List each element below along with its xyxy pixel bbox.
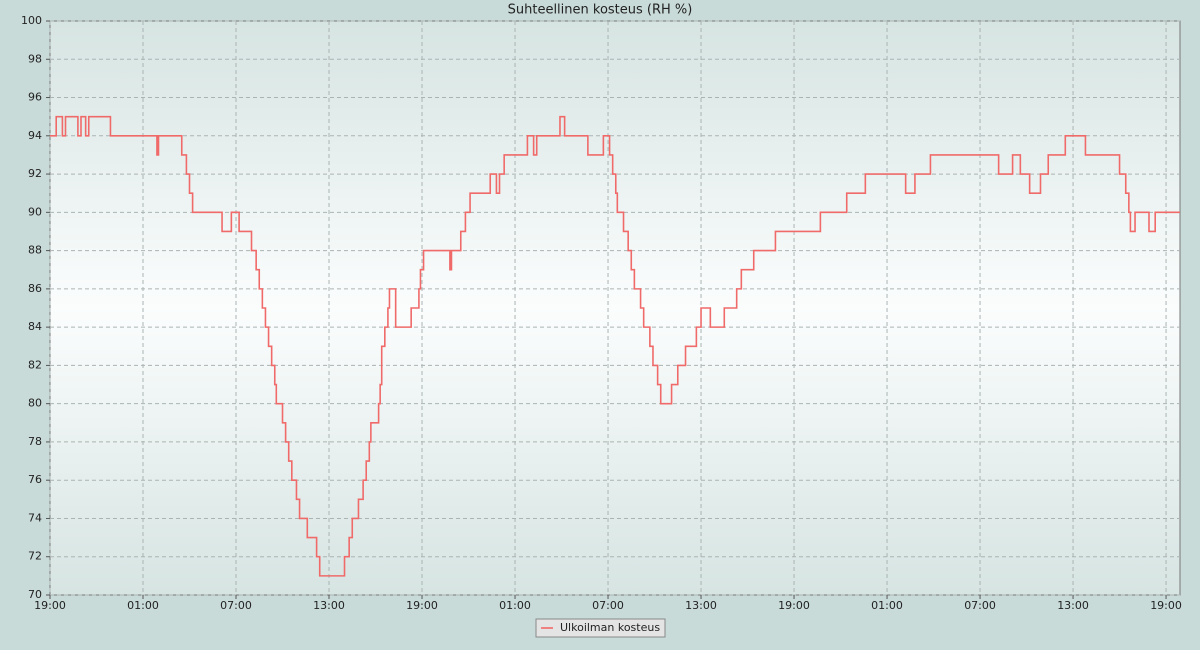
y-tick-label: 100 xyxy=(21,14,42,27)
legend-label: Ulkoilman kosteus xyxy=(560,621,660,634)
y-tick-label: 96 xyxy=(28,91,42,104)
x-tick-label: 13:00 xyxy=(313,599,345,612)
x-tick-label: 07:00 xyxy=(964,599,996,612)
y-tick-label: 72 xyxy=(28,550,42,563)
x-tick-label: 07:00 xyxy=(592,599,624,612)
y-tick-label: 86 xyxy=(28,282,42,295)
x-tick-label: 01:00 xyxy=(127,599,159,612)
data-line xyxy=(50,115,1180,577)
y-tick-label: 82 xyxy=(28,358,42,371)
y-tick-label: 92 xyxy=(28,167,42,180)
y-tick-label: 84 xyxy=(28,320,42,333)
x-tick-label: 19:00 xyxy=(1150,599,1182,612)
y-tick-label: 76 xyxy=(28,473,42,486)
x-tick-label: 19:00 xyxy=(406,599,438,612)
chart-title: Suhteellinen kosteus (RH %) xyxy=(508,3,693,18)
plot-area xyxy=(49,20,1181,596)
legend-box xyxy=(535,618,666,638)
legend: Ulkoilman kosteus xyxy=(535,618,666,638)
x-tick-label: 01:00 xyxy=(871,599,903,612)
x-tick-label: 01:00 xyxy=(499,599,531,612)
y-tick-label: 94 xyxy=(28,129,42,142)
y-tick-label: 78 xyxy=(28,435,42,448)
x-tick-label: 19:00 xyxy=(778,599,810,612)
y-tick-label: 98 xyxy=(28,52,42,65)
x-tick-label: 19:00 xyxy=(34,599,66,612)
x-tick-label: 07:00 xyxy=(220,599,252,612)
y-tick-label: 90 xyxy=(28,205,42,218)
x-tick-label: 13:00 xyxy=(1057,599,1089,612)
x-tick-label: 13:00 xyxy=(685,599,717,612)
y-tick-label: 88 xyxy=(28,244,42,257)
y-tick-label: 70 xyxy=(28,588,42,601)
y-tick-label: 74 xyxy=(28,511,42,524)
y-tick-label: 80 xyxy=(28,397,42,410)
